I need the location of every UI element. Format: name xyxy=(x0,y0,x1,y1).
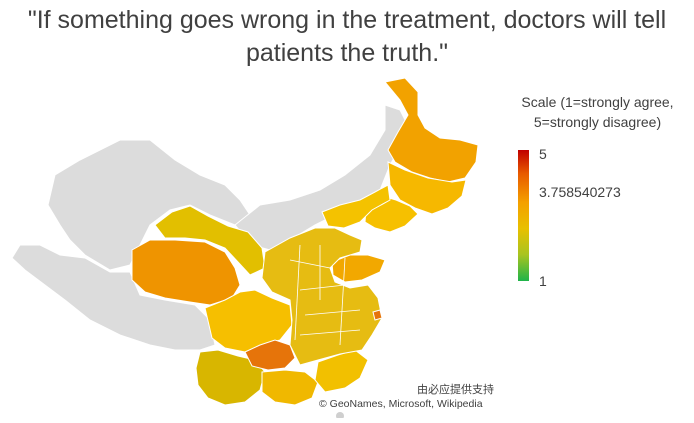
region-qinghai[interactable] xyxy=(131,239,241,306)
region-jilin[interactable] xyxy=(387,161,467,215)
legend-color-scale xyxy=(518,150,529,281)
region-shanghai[interactable] xyxy=(372,309,383,321)
legend-title: Scale (1=strongly agree, 5=strongly disa… xyxy=(521,94,674,130)
region-inner-mongolia-east[interactable] xyxy=(321,184,391,229)
region-xinjiang[interactable] xyxy=(47,139,251,271)
legend-mid-label: 3.758540273 xyxy=(539,184,621,200)
source-credit: © GeoNames, Microsoft, Wikipedia xyxy=(319,398,483,410)
legend-max-label: 5 xyxy=(539,146,547,162)
provider-credit: 由必应提供支持 xyxy=(417,383,494,396)
region-guizhou[interactable] xyxy=(244,339,296,371)
province-borders xyxy=(289,244,361,346)
region-yunnan[interactable] xyxy=(195,349,266,406)
region-shandong[interactable] xyxy=(331,254,386,283)
region-heilongjiang[interactable] xyxy=(384,77,479,183)
map-title: "If something goes wrong in the treatmen… xyxy=(27,6,667,67)
region-guangxi[interactable] xyxy=(261,369,319,406)
hainan-marker xyxy=(336,412,344,420)
legend-min-label: 1 xyxy=(539,273,547,289)
region-tibet[interactable] xyxy=(11,244,216,351)
